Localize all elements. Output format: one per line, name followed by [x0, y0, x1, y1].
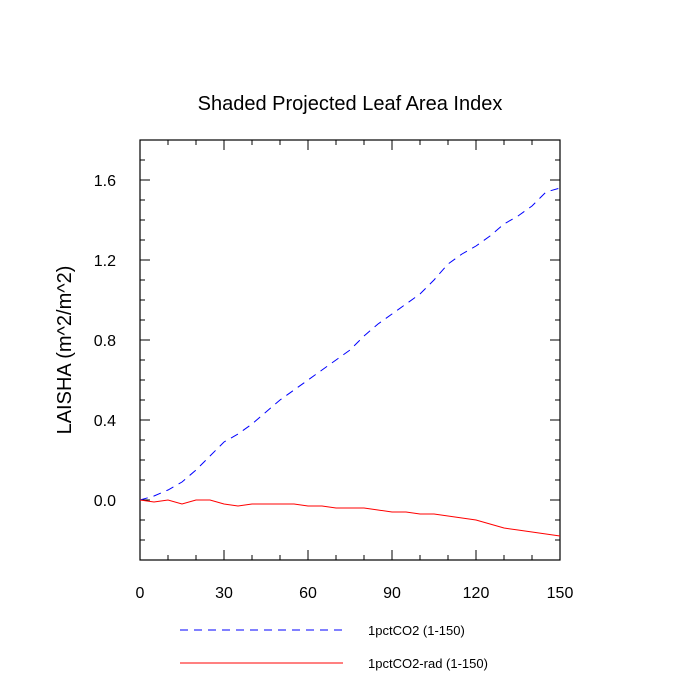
y-tick-label: 0.0 — [94, 493, 116, 510]
legend-label-1: 1pctCO2 (1-150) — [368, 623, 465, 638]
y-tick-label: 0.4 — [94, 413, 116, 430]
plot-frame — [139, 139, 561, 561]
chart-title: Shaded Projected Leaf Area Index — [198, 93, 503, 115]
x-tick-label: 60 — [299, 585, 317, 602]
x-tick-label: 150 — [547, 585, 574, 602]
plot-area: 0 30 60 90 120 150 0.0 0.4 0.8 1.2 1.6 — [94, 139, 574, 602]
legend: 1pctCO2 (1-150) 1pctCO2-rad (1-150) — [180, 623, 488, 671]
y-tick-label: 1.6 — [94, 173, 116, 190]
legend-label-2: 1pctCO2-rad (1-150) — [368, 656, 488, 671]
y-axis-label: LAISHA (m^2/m^2) — [54, 266, 76, 435]
x-tick-label: 120 — [463, 585, 490, 602]
x-tick-label: 30 — [215, 585, 233, 602]
series-line-1 — [139, 187, 561, 501]
y-tick-label: 1.2 — [94, 253, 116, 270]
x-tick-label: 0 — [136, 585, 145, 602]
y-tick-label: 0.8 — [94, 333, 116, 350]
x-tick-label: 90 — [383, 585, 401, 602]
series-line-2 — [139, 499, 561, 537]
